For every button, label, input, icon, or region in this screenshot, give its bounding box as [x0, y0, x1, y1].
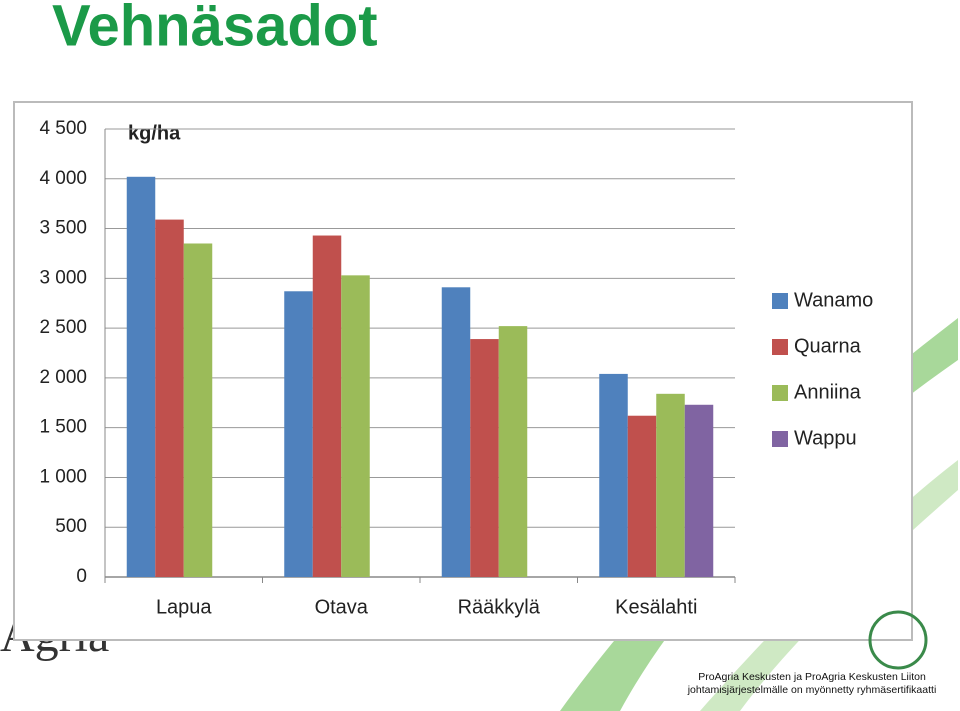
bar — [627, 415, 657, 577]
legend-label: Quarna — [794, 335, 862, 357]
y-tick-label: 3 500 — [39, 218, 87, 239]
legend-label: Anniina — [794, 381, 862, 403]
plot: 0 500 1 000 1 500 2 000 2 500 3 000 3 500 4 000 4… — [39, 118, 873, 618]
bar — [684, 404, 714, 577]
legend-swatch — [772, 431, 788, 447]
legend-label: Wappu — [794, 427, 857, 449]
x-tick-label: Kesälahti — [615, 596, 697, 618]
y-tick-label: 2 500 — [39, 317, 87, 338]
y-tick-label: 2 000 — [39, 367, 87, 388]
footer-line: johtamisjärjestelmälle on myönnetty ryhm… — [687, 684, 937, 696]
bar — [126, 176, 156, 577]
bar — [312, 235, 342, 577]
legend-label: Wanamo — [794, 289, 873, 311]
slide-title: Vehnäsadot — [52, 0, 378, 58]
bar — [441, 287, 471, 577]
y-tick-label: 0 — [76, 566, 87, 587]
x-tick-label: Otava — [315, 596, 369, 618]
legend-swatch — [772, 385, 788, 401]
legend-swatch — [772, 293, 788, 309]
bar — [341, 275, 370, 577]
y-tick-label: 1 000 — [39, 466, 87, 487]
y-axis-label: kg/ha — [128, 122, 181, 144]
cert-logo — [868, 610, 928, 670]
bar — [470, 339, 499, 577]
y-tick-label: 3 000 — [39, 267, 87, 288]
bar — [284, 291, 313, 577]
x-tick-label: Rääkkylä — [458, 596, 541, 618]
y-tick-label: 500 — [55, 516, 87, 537]
y-tick-label: 4 000 — [39, 168, 87, 189]
y-tick-label: 1 500 — [39, 417, 87, 438]
footer-line: ProAgria Keskusten ja ProAgria Keskusten… — [698, 671, 926, 683]
bar — [183, 243, 213, 577]
y-tick-label: 4 500 — [39, 118, 87, 139]
bar — [498, 326, 528, 577]
bar — [155, 219, 184, 577]
bar — [599, 373, 628, 577]
bar — [656, 393, 685, 577]
x-tick-label: Lapua — [156, 596, 212, 618]
legend-swatch — [772, 339, 788, 355]
